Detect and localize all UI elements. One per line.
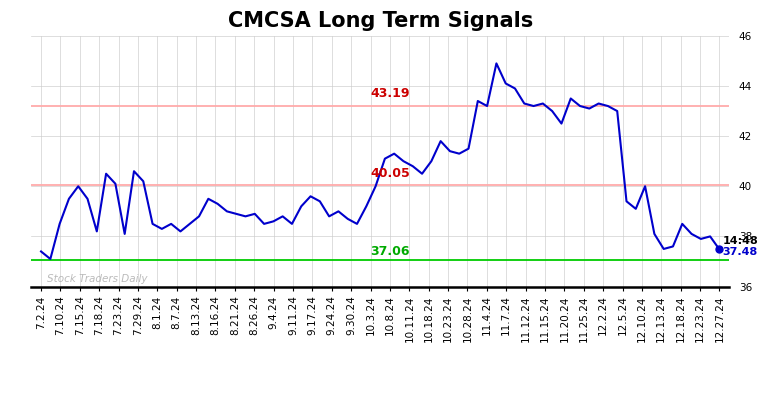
Text: 37.06: 37.06 xyxy=(371,245,410,258)
Text: 37.48: 37.48 xyxy=(722,247,757,257)
Text: 43.19: 43.19 xyxy=(371,87,410,100)
Text: 40.05: 40.05 xyxy=(371,168,410,180)
Text: Stock Traders Daily: Stock Traders Daily xyxy=(47,273,147,283)
Title: CMCSA Long Term Signals: CMCSA Long Term Signals xyxy=(227,12,533,31)
Text: 14:48: 14:48 xyxy=(722,236,758,246)
